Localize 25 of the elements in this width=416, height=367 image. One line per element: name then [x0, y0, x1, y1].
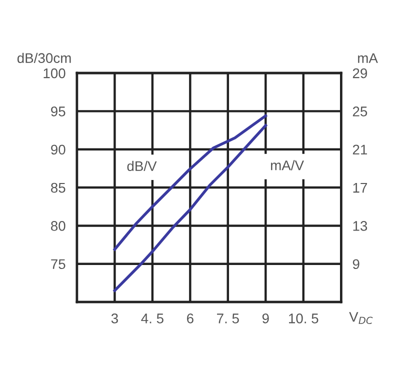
x-tick-label: 10. 5 — [289, 314, 318, 324]
y-tick-label: 75 — [51, 259, 66, 270]
y2-tick-label: 9 — [352, 259, 360, 270]
y2-tick-label: 29 — [352, 68, 368, 78]
x-tick-label: 6 — [187, 314, 194, 324]
y2-axis-title: mA — [358, 53, 378, 63]
line-series — [113, 114, 268, 251]
series-label: mA/V — [271, 160, 304, 170]
series-label: dB/V — [127, 160, 157, 172]
y2-tick-label: 17 — [353, 183, 367, 193]
y-tick-label: 100 — [44, 68, 66, 78]
y-tick-label: 80 — [51, 221, 66, 231]
y2-tick-label: 13 — [353, 221, 368, 231]
y2-tick-label: 21 — [352, 144, 367, 154]
x-tick-label: 4. 5 — [141, 314, 164, 324]
y2-tick-label: 25 — [352, 106, 368, 116]
x-tick-label: 7. 5 — [217, 314, 239, 324]
y-axis-title: dB/30cm — [17, 52, 71, 64]
line-series — [113, 124, 268, 292]
x-tick-label: 9 — [262, 314, 269, 324]
x-tick-label: 3 — [111, 314, 118, 324]
y-tick-label: 85 — [51, 182, 66, 193]
y-tick-label: 95 — [51, 106, 66, 116]
x-axis-title: V$_{DC}$ — [349, 312, 373, 324]
y-tick-label: 90 — [51, 144, 66, 155]
